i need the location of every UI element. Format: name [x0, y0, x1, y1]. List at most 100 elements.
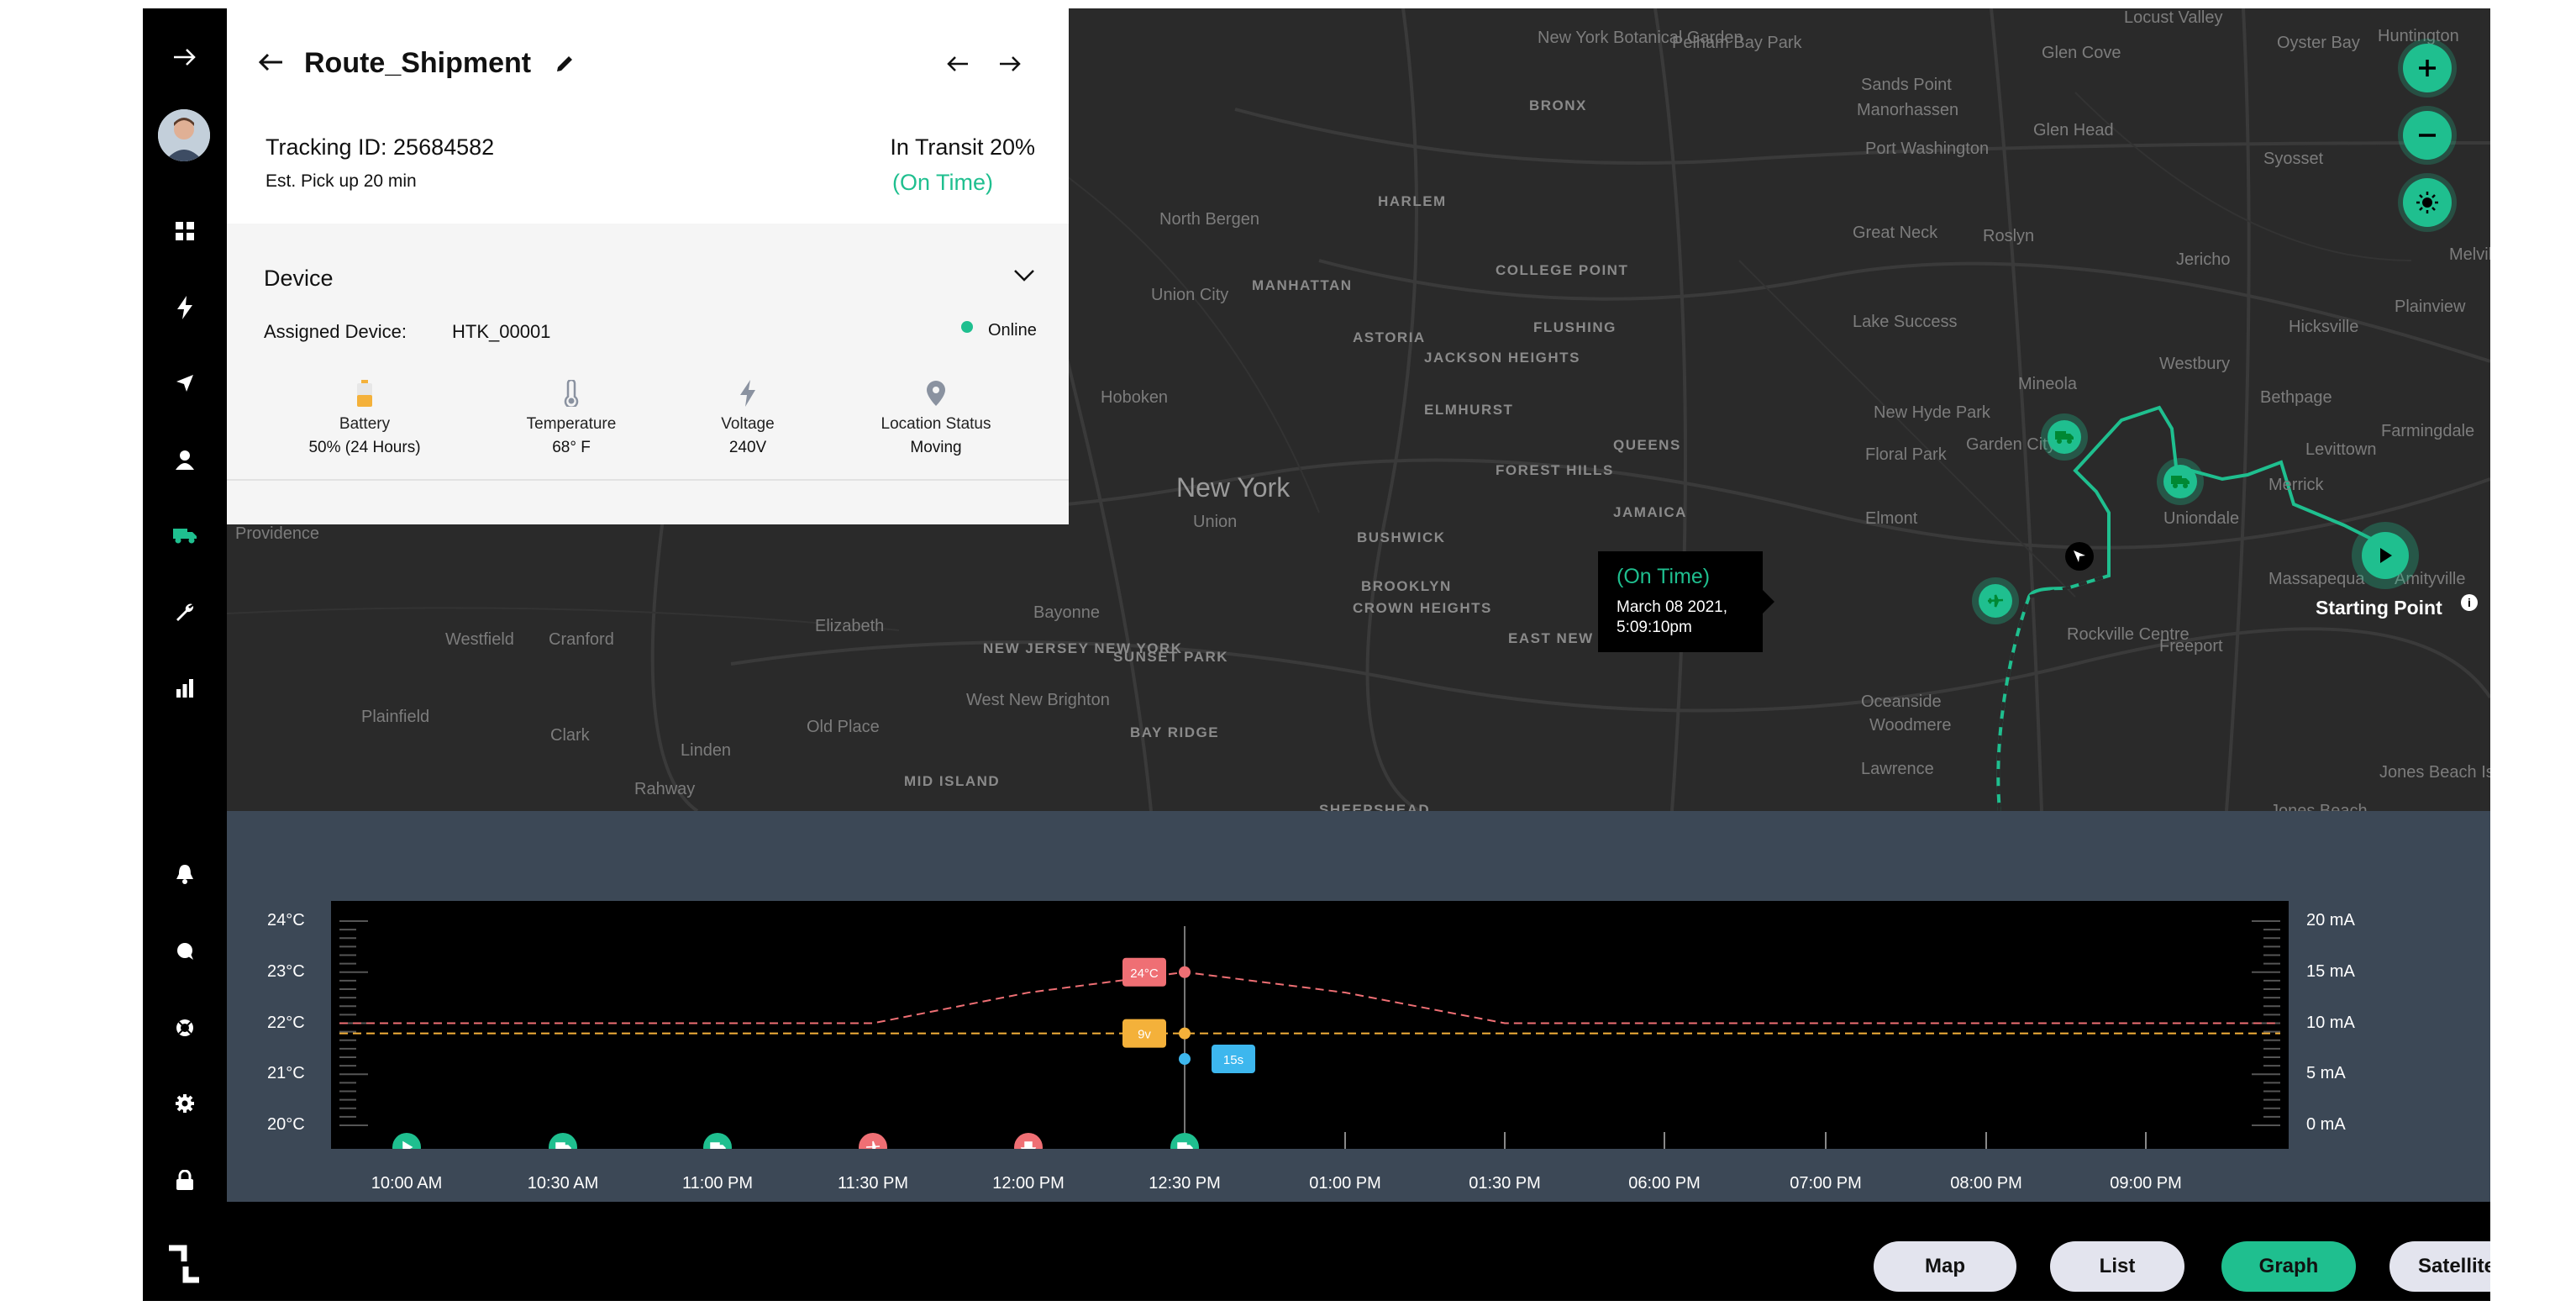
chevron-down-icon[interactable]	[1013, 269, 1035, 287]
info-icon[interactable]: i	[2461, 594, 2478, 611]
map-place-label: Syosset	[2263, 150, 2324, 168]
zoom-out-button[interactable]	[2403, 111, 2452, 160]
map-place-label: Merrick	[2268, 476, 2324, 494]
panel-divider	[227, 479, 1069, 481]
map-place-label: BRONX	[1529, 97, 1587, 113]
map-place-label: Glen Cove	[2042, 44, 2121, 62]
map-place-label: Sands Point	[1861, 76, 1952, 94]
sidebar	[143, 8, 227, 1301]
plane-marker-icon[interactable]	[1979, 584, 2012, 618]
satellite-view-button[interactable]: Satellite	[2389, 1241, 2490, 1292]
series-point-marker	[1179, 966, 1191, 978]
device-section	[227, 224, 1069, 524]
expand-arrow-icon[interactable]	[143, 40, 227, 74]
gear-icon[interactable]	[143, 1087, 227, 1120]
map-place-label: Westbury	[2159, 355, 2231, 373]
lock-icon[interactable]	[143, 1163, 227, 1197]
map-place-label: Union City	[1151, 286, 1229, 304]
avatar[interactable]	[158, 109, 210, 161]
map-place-label: Levittown	[2305, 440, 2377, 459]
voltage-value: 240V	[728, 439, 767, 456]
bolt-icon[interactable]	[143, 291, 227, 324]
map-place-label: New York Botanical Garden	[1538, 29, 1743, 47]
assigned-device-label: Assigned Device:	[264, 321, 407, 342]
truck-marker-icon[interactable]	[2163, 465, 2197, 498]
shipment-title: Route_Shipment	[304, 47, 532, 79]
map-place-label: North Bergen	[1159, 210, 1259, 229]
help-icon[interactable]	[143, 1011, 227, 1045]
y-right-tick-label: 20 mA	[2306, 911, 2355, 929]
plane-icon	[865, 1140, 881, 1149]
zoom-in-button[interactable]	[2403, 44, 2452, 92]
truck-icon[interactable]	[143, 519, 227, 552]
value-badge-label: 24°C	[1130, 966, 1159, 981]
map-place-label: BUSHWICK	[1357, 529, 1446, 545]
map-place-label: Westfield	[445, 630, 514, 649]
map-place-label: Amityville	[2395, 570, 2466, 588]
map-place-label: Farmingdale	[2381, 422, 2475, 440]
back-arrow-icon[interactable]	[257, 52, 284, 76]
map-place-label: Rahway	[634, 780, 696, 798]
x-tick-label: 10:30 AM	[527, 1174, 599, 1193]
value-badge-label: 9v	[1138, 1028, 1151, 1042]
event-marker	[392, 1133, 421, 1149]
map-place-label: Massapequa	[2268, 570, 2365, 588]
user-icon[interactable]	[143, 443, 227, 477]
starting-point-play-icon[interactable]	[2362, 532, 2409, 579]
map-place-label: CROWN HEIGHTS	[1353, 600, 1492, 616]
next-arrow-icon[interactable]	[998, 55, 1022, 76]
navigation-marker-icon[interactable]	[2065, 542, 2094, 571]
view-switcher: Map List Graph Satellite	[227, 1202, 2490, 1301]
battery-label: Battery	[339, 415, 391, 433]
edit-pencil-icon[interactable]	[555, 54, 575, 78]
x-tick-label: 01:30 PM	[1469, 1174, 1541, 1193]
series-point-marker	[1179, 1027, 1191, 1040]
navigation-icon[interactable]	[143, 366, 227, 400]
logo-icon[interactable]	[143, 1242, 227, 1286]
map-place-label: Jones Beach	[2270, 802, 2368, 811]
on-time-status: (On Time)	[892, 170, 994, 195]
map-place-label: MANHATTAN	[1252, 277, 1353, 293]
brightness-button[interactable]	[2403, 178, 2452, 227]
tracking-id: Tracking ID: 25684582	[265, 134, 495, 160]
tooltip-date: March 08 2021,	[1617, 598, 1728, 616]
map-place-label: Glen Head	[2033, 121, 2114, 140]
x-tick-label: 12:30 PM	[1149, 1174, 1221, 1193]
bar-chart-icon[interactable]	[143, 671, 227, 705]
dashboard-icon[interactable]	[143, 214, 227, 248]
tooltip-arrow	[1763, 590, 1774, 614]
map-place-label: Hicksville	[2289, 318, 2359, 336]
chart-svg: 24°C 9v 15s	[339, 920, 2280, 1149]
bell-icon[interactable]	[143, 857, 227, 891]
y-left-tick-label: 23°C	[267, 961, 305, 981]
truck-marker-icon[interactable]	[2048, 420, 2081, 454]
map-place-label: BAY RIDGE	[1130, 724, 1220, 740]
truck-icon	[1177, 1142, 1193, 1149]
map-tooltip: (On Time) March 08 2021, 5:09:10pm	[1598, 551, 1774, 652]
map-place-label: Rockville Centre	[2067, 625, 2190, 644]
app-window: Locust Valley Huntington Oyster Bay Glen Co…	[143, 8, 2490, 1301]
thermometer-icon	[479, 377, 664, 410]
map-place-label: NEW JERSEY NEW YORK	[983, 640, 1183, 656]
chart-plot-area[interactable]: 24°C 9v 15s	[331, 901, 2289, 1149]
x-tick-label: 11:30 PM	[837, 1174, 909, 1193]
graph-view-button[interactable]: Graph	[2221, 1241, 2356, 1292]
map-place-label: Lawrence	[1861, 760, 1934, 778]
map-place-label: Bethpage	[2260, 388, 2332, 407]
y-left-tick-label: 21°C	[267, 1064, 305, 1083]
map-place-label: JAMAICA	[1613, 504, 1687, 520]
map-place-label: Manorhassen	[1857, 101, 1959, 119]
graph-section: 24°C 9v 15s 20°C 21°C 22°C 23°C 24°C 0 mA 5 mA 1…	[227, 811, 2490, 1202]
previous-arrow-icon[interactable]	[946, 55, 970, 76]
map-view-button[interactable]: Map	[1874, 1241, 2016, 1292]
wrench-icon[interactable]	[143, 595, 227, 629]
map-place-label: Plainview	[2395, 298, 2466, 316]
y-left-tick-label: 24°C	[267, 911, 305, 929]
list-view-button[interactable]: List	[2050, 1241, 2184, 1292]
battery-icon	[272, 377, 457, 410]
x-tick-label: 11:00 PM	[681, 1174, 754, 1193]
map-place-label: MID ISLAND	[904, 773, 1001, 789]
map-place-label: West New Brighton	[966, 691, 1110, 709]
map-place-label: New York	[1176, 472, 1291, 503]
chat-icon[interactable]	[143, 935, 227, 968]
